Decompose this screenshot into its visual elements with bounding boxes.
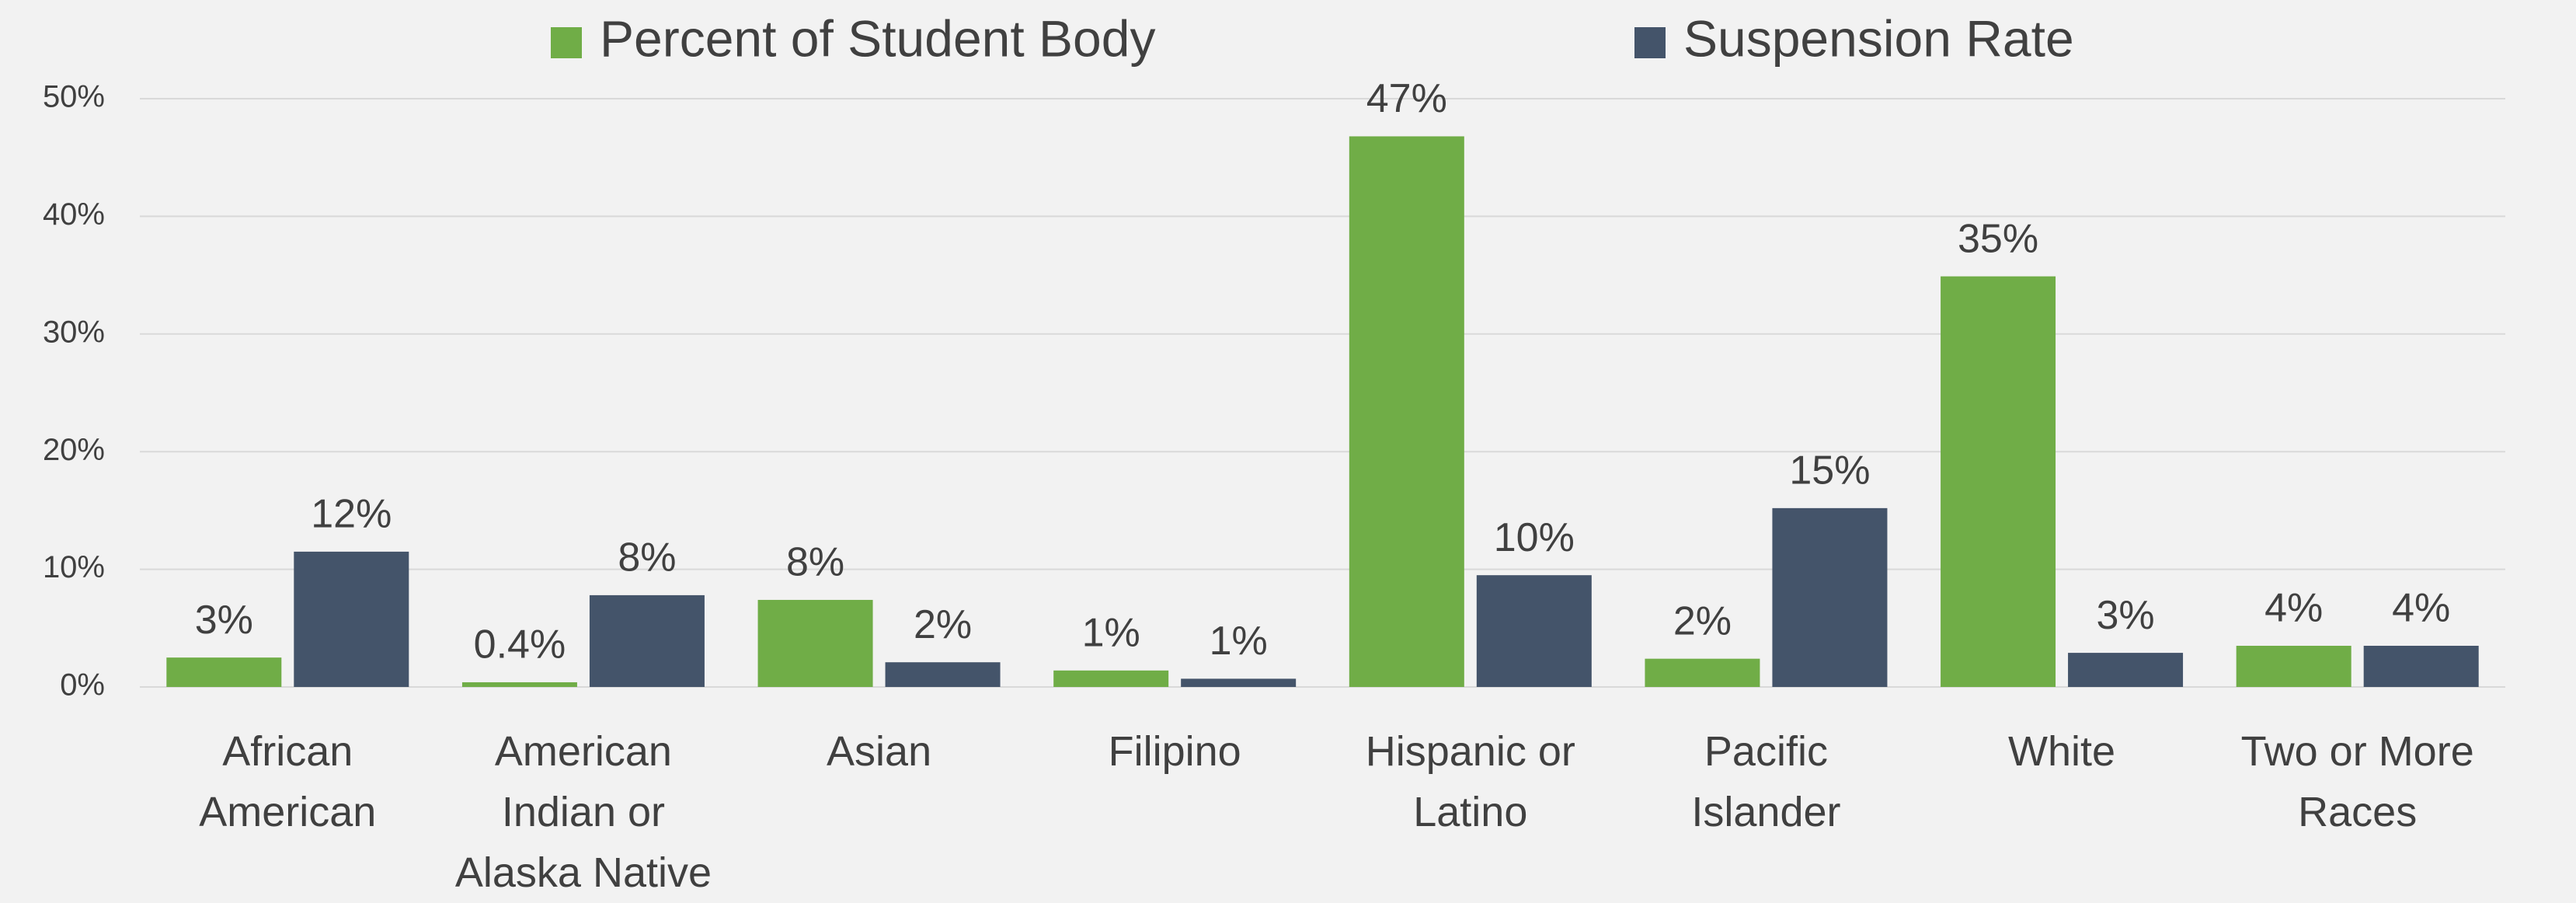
data-label: 3% [2096,593,2154,638]
bar [885,662,1001,687]
bar [1772,507,1888,687]
bar [294,551,409,687]
bar [589,594,705,687]
x-tick-label: American Indian or Alaska Native [454,728,712,896]
bar [461,682,577,687]
data-label: 35% [1958,216,2038,261]
data-label: 3% [195,598,253,643]
legend-label: Percent of Student Body [600,9,1155,67]
legend-swatch [1634,27,1666,58]
data-label: 2% [914,602,972,647]
data-label: 15% [1789,448,1870,493]
bar [1476,575,1592,687]
data-label: 8% [618,535,676,580]
data-label: 47% [1366,76,1447,121]
y-tick-label: 50% [43,80,105,114]
y-tick-label: 40% [43,197,105,232]
data-label: 8% [786,540,844,585]
y-tick-label: 30% [43,315,105,349]
legend-label: Suspension Rate [1683,9,2074,67]
data-label: 10% [1494,515,1575,560]
x-tick-label: Filipino [1108,728,1241,775]
x-tick-label: Pacific Islander [1691,728,1841,835]
data-label: 1% [1082,611,1140,656]
y-tick-label: 10% [43,550,105,584]
x-tick-label: White [2008,728,2116,775]
data-label: 4% [2264,586,2323,631]
bar [2236,646,2351,687]
bar [1941,276,2056,687]
bar [2363,646,2479,687]
data-label: 12% [311,492,392,537]
bar [1053,670,1169,687]
bar [1349,136,1464,687]
y-tick-label: 20% [43,433,105,467]
bar [1645,658,1760,687]
data-label: 0.4% [474,622,566,668]
bar [1181,678,1297,687]
y-tick-label: 0% [60,668,105,703]
x-tick-label: Hispanic or Latino [1365,728,1575,835]
data-label: 4% [2392,586,2450,631]
x-tick-label: African American [199,728,377,835]
bar [757,599,873,687]
data-label: 2% [1673,598,1732,643]
bar [2068,653,2184,687]
x-tick-label: Asian [827,728,932,775]
x-tick-label: Two or More Races [2240,728,2474,835]
data-label: 1% [1210,619,1268,664]
bar [166,657,282,687]
legend-swatch [551,27,582,58]
